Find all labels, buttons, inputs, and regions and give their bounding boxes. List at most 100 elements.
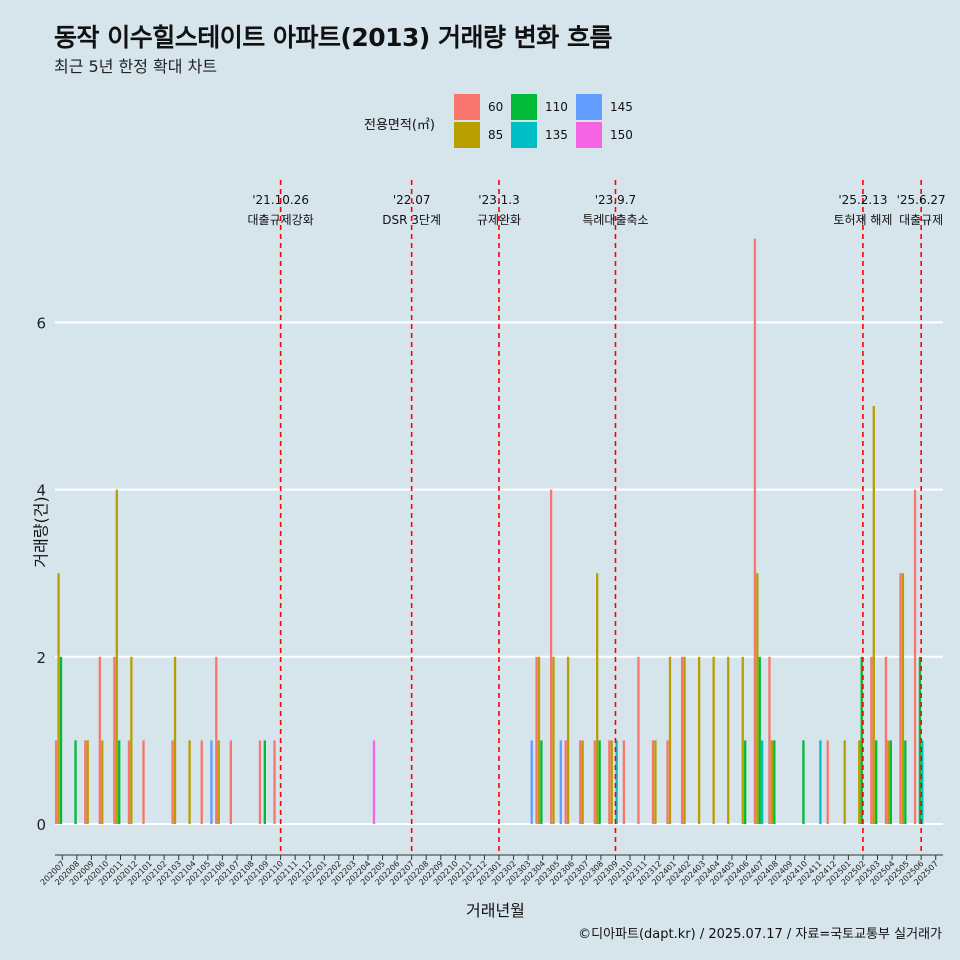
bar (819, 740, 822, 824)
event-label: 특례대출축소 (582, 213, 648, 227)
bar (217, 740, 220, 824)
y-tick-label: 2 (36, 649, 46, 667)
legend-swatch (511, 94, 537, 120)
event-date-label: '25.2.13 (838, 193, 887, 207)
legend-label: 135 (545, 128, 568, 142)
bar (59, 656, 63, 824)
legend-item-150: 150 (576, 122, 633, 148)
bar (901, 573, 905, 824)
chart-title: 동작 이수힐스테이트 아파트(2013) 거래량 변화 흐름 (54, 23, 612, 52)
bar (904, 740, 907, 824)
legend-label: 150 (610, 128, 633, 142)
legend-swatch (511, 122, 537, 148)
bar (622, 740, 626, 824)
bar (84, 740, 87, 824)
legend-item-145: 145 (576, 94, 633, 120)
bar (229, 740, 232, 824)
legend-item-135: 135 (511, 122, 568, 148)
bar (610, 740, 613, 824)
bar (872, 406, 875, 824)
bar (683, 656, 686, 824)
bar (173, 656, 177, 824)
bar (768, 656, 771, 824)
event-date-label: '25.6.27 (897, 193, 946, 207)
event-label: 토허제 해제 (833, 213, 892, 227)
bar (171, 740, 174, 824)
legend-swatch (454, 122, 480, 148)
bar (666, 740, 669, 824)
bar (549, 489, 553, 824)
bar (372, 740, 376, 824)
bar (753, 238, 757, 825)
legend-swatch (576, 122, 602, 148)
bar (579, 740, 582, 824)
bar (761, 740, 764, 824)
bar (712, 656, 715, 824)
legend-title: 전용면적(㎡) (364, 118, 435, 133)
bar (118, 740, 121, 824)
event-date-label: '23.1.3 (478, 193, 519, 207)
bar (668, 656, 672, 824)
bar (200, 740, 203, 824)
event-date-label: '23.9.7 (595, 193, 636, 207)
y-tick-label: 6 (36, 314, 46, 332)
legend-item-85: 85 (454, 122, 503, 148)
bar (559, 740, 562, 824)
legend-item-110: 110 (511, 94, 568, 120)
bar (887, 740, 890, 824)
bar (860, 656, 863, 824)
bar (537, 656, 541, 824)
bar (598, 740, 601, 824)
source-caption: ©디아파트(dapt.kr) / 2025.07.17 / 자료=국토교통부 실… (578, 927, 942, 942)
bar (802, 740, 805, 824)
bar (870, 656, 873, 824)
bar (564, 740, 567, 824)
bar (889, 740, 892, 824)
legend-label: 85 (488, 128, 504, 142)
bar (581, 740, 584, 824)
bar (615, 740, 618, 824)
bar (637, 656, 640, 824)
bar (899, 573, 902, 824)
legend-label: 110 (545, 100, 568, 114)
legend-label: 60 (488, 100, 504, 114)
bar (215, 656, 218, 824)
legend-item-60: 60 (454, 94, 503, 120)
bar (756, 573, 759, 824)
event-date-label: '21.10.26 (252, 193, 309, 207)
bar (101, 740, 104, 824)
bar (188, 740, 191, 824)
bar (86, 740, 89, 824)
x-axis-title: 거래년월 (466, 901, 525, 920)
bar (540, 740, 543, 824)
bar (210, 740, 213, 824)
bar (258, 740, 262, 824)
bar (57, 573, 60, 824)
bar (843, 740, 846, 824)
bar (98, 656, 101, 824)
legend-swatch (454, 94, 480, 120)
y-tick-label: 4 (36, 482, 46, 500)
bar (127, 740, 131, 824)
event-date-label: '22.07 (393, 193, 431, 207)
bar (884, 656, 888, 824)
bar (535, 656, 538, 824)
chart-subtitle: 최근 5년 한정 확대 차트 (54, 57, 218, 76)
bar (566, 656, 570, 824)
event-label: 대출규제강화 (248, 213, 314, 227)
bar (113, 656, 116, 824)
bar (55, 740, 58, 824)
bar (697, 656, 701, 824)
bar (142, 740, 145, 824)
bar (654, 740, 657, 824)
bar (680, 656, 684, 824)
bar (530, 740, 533, 824)
bar (273, 740, 276, 824)
bar (918, 656, 922, 824)
bar (826, 740, 829, 824)
event-label: 규제완화 (477, 213, 521, 227)
y-tick-label: 0 (36, 816, 46, 834)
y-axis-title: 거래량(건) (31, 496, 51, 568)
bar (741, 656, 744, 824)
